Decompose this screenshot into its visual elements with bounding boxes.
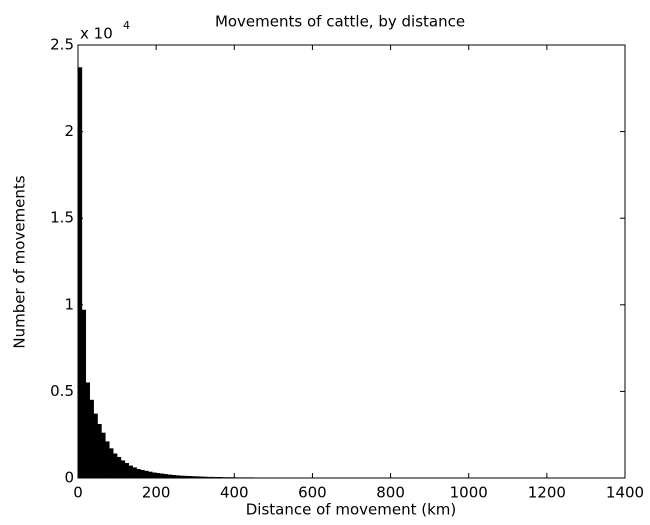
y-tick-label: 1 <box>64 295 74 313</box>
x-tick-label: 1000 <box>450 484 488 502</box>
bar <box>163 474 169 479</box>
y-tick-label: 0.5 <box>50 382 74 400</box>
x-tick-label: 0 <box>73 484 83 502</box>
bar <box>116 456 122 479</box>
chart-title: Movements of cattle, by distance <box>215 13 465 31</box>
bar <box>136 469 141 479</box>
bar <box>148 471 153 479</box>
y-multiplier-exponent: 4 <box>123 19 130 32</box>
x-tick-label: 400 <box>220 484 249 502</box>
bar <box>112 453 118 479</box>
bar <box>120 460 126 479</box>
bar <box>132 467 137 479</box>
bar <box>124 463 130 479</box>
bar <box>77 67 83 479</box>
y-tick-label: 2.5 <box>50 36 74 54</box>
bar <box>144 470 149 479</box>
bar <box>81 309 87 479</box>
x-tick-label: 200 <box>142 484 171 502</box>
axes-box <box>77 44 626 479</box>
bar <box>140 469 145 479</box>
bar <box>89 399 94 479</box>
bar <box>93 413 98 479</box>
y-tick-label: 1.5 <box>50 209 74 227</box>
bar <box>109 448 114 479</box>
y-tick-label: 2 <box>64 122 74 140</box>
y-axis-label: Number of movements <box>11 175 29 348</box>
x-tick-label: 1400 <box>606 484 644 502</box>
x-tick-label: 1200 <box>528 484 566 502</box>
bar <box>128 465 133 479</box>
bar <box>105 441 110 479</box>
bar <box>97 424 102 479</box>
x-tick-label: 600 <box>298 484 327 502</box>
y-tick-label: 0 <box>64 469 74 487</box>
bar <box>85 382 90 479</box>
y-multiplier: x 10 <box>80 25 113 43</box>
bar <box>159 473 165 479</box>
bar <box>101 432 106 479</box>
x-axis-label: Distance of movement (km) <box>246 501 456 519</box>
x-tick-label: 800 <box>376 484 405 502</box>
bar <box>155 473 161 479</box>
bar <box>151 472 157 479</box>
